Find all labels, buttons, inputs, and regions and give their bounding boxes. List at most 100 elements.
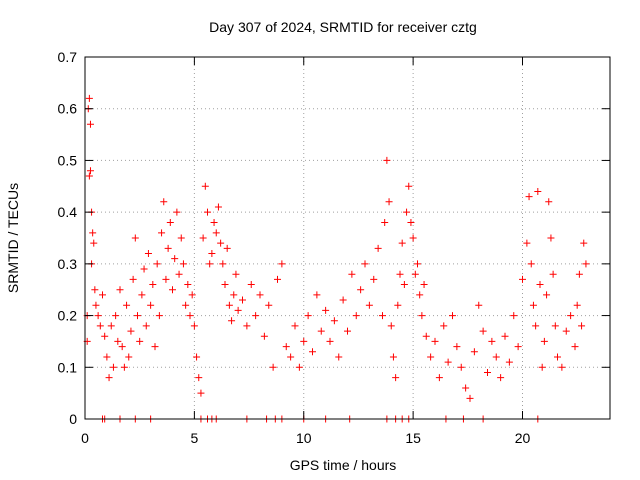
data-point [348,270,356,278]
data-point [411,270,419,278]
data-point [484,368,491,376]
y-axis-label: SRMTID / TECUs [5,183,21,293]
data-point [431,337,439,345]
data-point [510,312,518,320]
data-point [562,327,570,335]
data-point [282,343,290,351]
data-point [265,301,273,309]
data-point [169,286,176,294]
data-point [223,244,231,252]
data-point [427,353,435,361]
data-point [545,198,553,206]
data-point [105,374,113,382]
data-point [405,182,413,190]
data-point [116,286,124,294]
y-tick-label: 0.3 [58,256,78,272]
data-point [234,306,242,314]
data-point [497,374,505,382]
data-point [138,291,146,299]
data-point [155,312,163,320]
data-point [435,374,443,382]
data-point [153,260,161,268]
x-tick-label: 10 [296,430,312,446]
data-point [304,312,312,320]
data-point [173,208,181,216]
y-tick-label: 0.2 [58,308,78,324]
data-point [536,281,544,289]
data-point [123,301,131,309]
data-point [201,182,209,190]
data-point [204,208,211,216]
y-tick-label: 0.4 [58,204,78,220]
data-point [86,120,94,128]
data-point [89,229,97,237]
data-point [91,286,99,294]
data-point [118,343,126,351]
data-point [547,234,555,242]
data-point [551,322,559,330]
data-point [488,337,496,345]
data-point [151,343,159,351]
data-point [313,291,321,299]
data-point [449,312,456,320]
data-point [365,301,373,309]
data-point [400,281,408,289]
x-tick-label: 20 [515,430,531,446]
data-point [99,291,106,299]
data-point [416,291,424,299]
data-point [125,353,133,361]
data-point [142,322,150,330]
data-point [394,301,402,309]
y-tick-label: 0.6 [58,101,78,117]
data-point [147,301,155,309]
data-point [206,260,214,268]
data-point [418,312,426,320]
data-point [379,312,386,320]
data-point [514,343,522,351]
data-point [228,317,236,325]
data-point [193,353,201,361]
data-point [475,301,483,309]
data-point [90,239,98,247]
data-point [457,363,465,371]
x-tick-label: 5 [190,430,198,446]
data-point [462,384,470,392]
data-point [232,270,240,278]
data-point [578,322,586,330]
data-point [440,322,448,330]
data-point [453,343,461,351]
data-point [470,348,478,356]
data-point [162,275,170,283]
data-point [85,172,93,180]
data-point [501,332,509,340]
data-point [505,358,513,366]
grid-lines [85,57,610,419]
data-point [492,353,500,361]
data-point [149,281,157,289]
data-point [407,218,415,226]
data-point [177,234,185,242]
data-point [287,353,295,361]
data-point [466,394,474,402]
data-point [101,332,109,340]
data-point [164,244,172,252]
data-point [131,234,139,242]
data-point [96,322,104,330]
data-point [540,337,548,345]
data-point [532,322,540,330]
data-point [260,332,268,340]
data-point [291,322,299,330]
data-point [239,296,246,304]
data-point [190,322,198,330]
data-point [525,193,533,201]
data-point [444,358,452,366]
data-point [109,363,117,371]
data-point [295,363,303,371]
data-point [120,363,128,371]
data-point [330,317,338,325]
data-point [225,301,233,309]
data-point [582,260,590,268]
data-point [158,229,166,237]
data-point [85,94,93,102]
data-point [300,337,308,345]
